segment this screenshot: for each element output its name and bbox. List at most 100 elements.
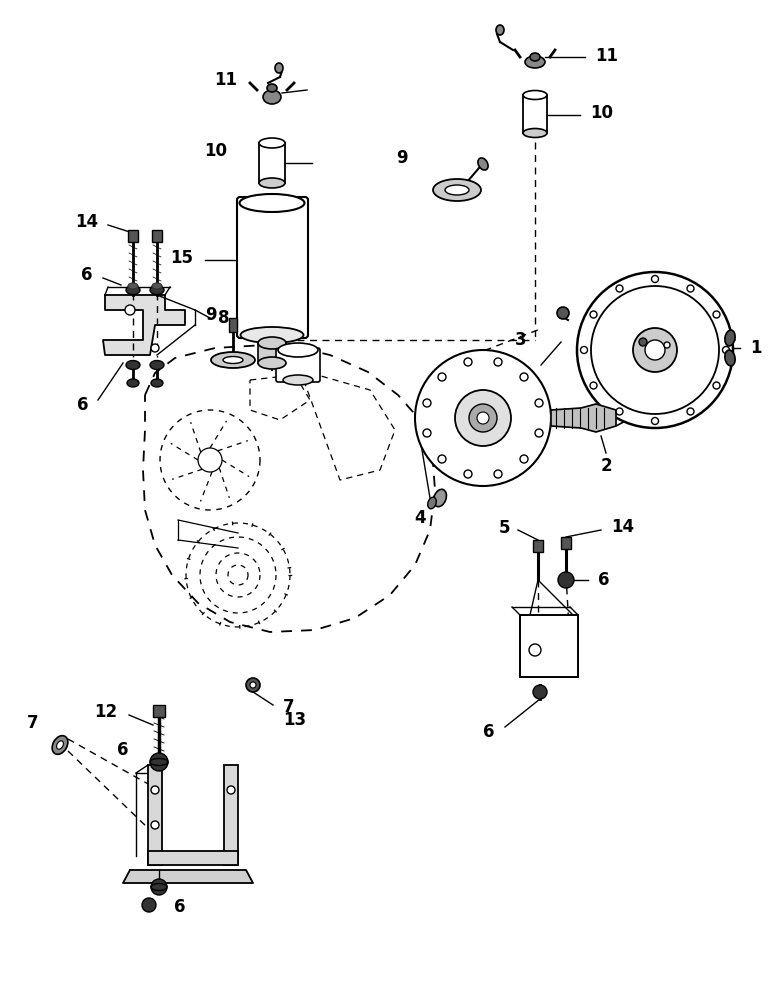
Bar — [148, 765, 162, 865]
Circle shape — [438, 373, 446, 381]
Text: 8: 8 — [218, 309, 229, 327]
Circle shape — [529, 644, 541, 656]
Bar — [224, 765, 238, 865]
Polygon shape — [103, 295, 185, 355]
Ellipse shape — [150, 286, 164, 294]
Text: 14: 14 — [611, 518, 634, 536]
Circle shape — [150, 753, 168, 771]
Circle shape — [616, 408, 623, 415]
Text: 6: 6 — [117, 741, 129, 759]
Ellipse shape — [126, 286, 140, 294]
Ellipse shape — [151, 884, 167, 890]
Circle shape — [438, 455, 446, 463]
Bar — [523, 95, 547, 133]
Bar — [229, 318, 237, 332]
Bar — [128, 230, 138, 242]
Text: 2: 2 — [600, 457, 612, 475]
Ellipse shape — [278, 343, 318, 357]
Ellipse shape — [128, 283, 138, 289]
Circle shape — [535, 399, 543, 407]
Ellipse shape — [263, 90, 281, 104]
Text: 6: 6 — [483, 723, 495, 741]
Circle shape — [645, 340, 665, 360]
Circle shape — [494, 358, 502, 366]
Circle shape — [246, 678, 260, 692]
Ellipse shape — [525, 56, 545, 68]
Ellipse shape — [523, 128, 547, 137]
Text: 14: 14 — [75, 213, 98, 231]
Circle shape — [464, 358, 472, 366]
Ellipse shape — [496, 25, 504, 35]
Circle shape — [687, 408, 694, 415]
Ellipse shape — [151, 379, 163, 387]
Circle shape — [652, 275, 659, 282]
Circle shape — [477, 412, 489, 424]
Circle shape — [464, 470, 472, 478]
Circle shape — [415, 350, 551, 486]
Circle shape — [713, 382, 720, 389]
Bar — [561, 537, 571, 549]
Ellipse shape — [530, 53, 540, 61]
Text: 7: 7 — [283, 698, 295, 716]
Text: 11: 11 — [595, 47, 618, 65]
Text: 7: 7 — [26, 714, 38, 732]
Circle shape — [639, 338, 647, 346]
FancyBboxPatch shape — [276, 348, 320, 382]
Circle shape — [151, 344, 159, 352]
Ellipse shape — [239, 194, 304, 212]
Text: 10: 10 — [204, 142, 227, 160]
Circle shape — [520, 455, 528, 463]
Circle shape — [535, 429, 543, 437]
Text: 11: 11 — [214, 71, 237, 89]
Ellipse shape — [433, 179, 481, 201]
Polygon shape — [123, 870, 253, 883]
Circle shape — [125, 305, 135, 315]
Ellipse shape — [126, 360, 140, 369]
Text: 10: 10 — [590, 104, 613, 122]
Ellipse shape — [258, 357, 286, 369]
Bar — [533, 540, 543, 552]
Text: 6: 6 — [174, 898, 185, 916]
Circle shape — [494, 470, 502, 478]
Text: 9: 9 — [396, 149, 408, 167]
Circle shape — [151, 821, 159, 829]
Bar — [152, 230, 162, 242]
Circle shape — [558, 572, 574, 588]
Circle shape — [520, 373, 528, 381]
Ellipse shape — [211, 352, 255, 368]
Ellipse shape — [127, 379, 139, 387]
Ellipse shape — [259, 138, 285, 148]
Ellipse shape — [283, 375, 313, 385]
Circle shape — [687, 285, 694, 292]
Ellipse shape — [275, 63, 283, 73]
Ellipse shape — [150, 360, 164, 369]
Polygon shape — [551, 404, 616, 432]
Ellipse shape — [445, 185, 469, 195]
Circle shape — [533, 685, 547, 699]
Bar — [259, 143, 285, 183]
Ellipse shape — [152, 283, 162, 289]
Circle shape — [469, 404, 497, 432]
Ellipse shape — [725, 330, 735, 346]
Circle shape — [455, 390, 511, 446]
Ellipse shape — [223, 357, 243, 363]
Circle shape — [581, 347, 587, 354]
Ellipse shape — [267, 84, 277, 92]
Circle shape — [423, 399, 431, 407]
Circle shape — [633, 328, 677, 372]
Ellipse shape — [259, 178, 285, 188]
Circle shape — [198, 448, 222, 472]
Circle shape — [713, 311, 720, 318]
Circle shape — [151, 879, 167, 895]
Circle shape — [151, 786, 159, 794]
Ellipse shape — [56, 741, 63, 749]
Ellipse shape — [434, 489, 446, 507]
Bar — [153, 705, 165, 717]
Text: 1: 1 — [750, 339, 761, 357]
Circle shape — [723, 347, 730, 354]
Circle shape — [423, 429, 431, 437]
Text: 6: 6 — [82, 266, 93, 284]
Circle shape — [590, 311, 597, 318]
Circle shape — [591, 286, 719, 414]
Text: 9: 9 — [205, 306, 217, 324]
